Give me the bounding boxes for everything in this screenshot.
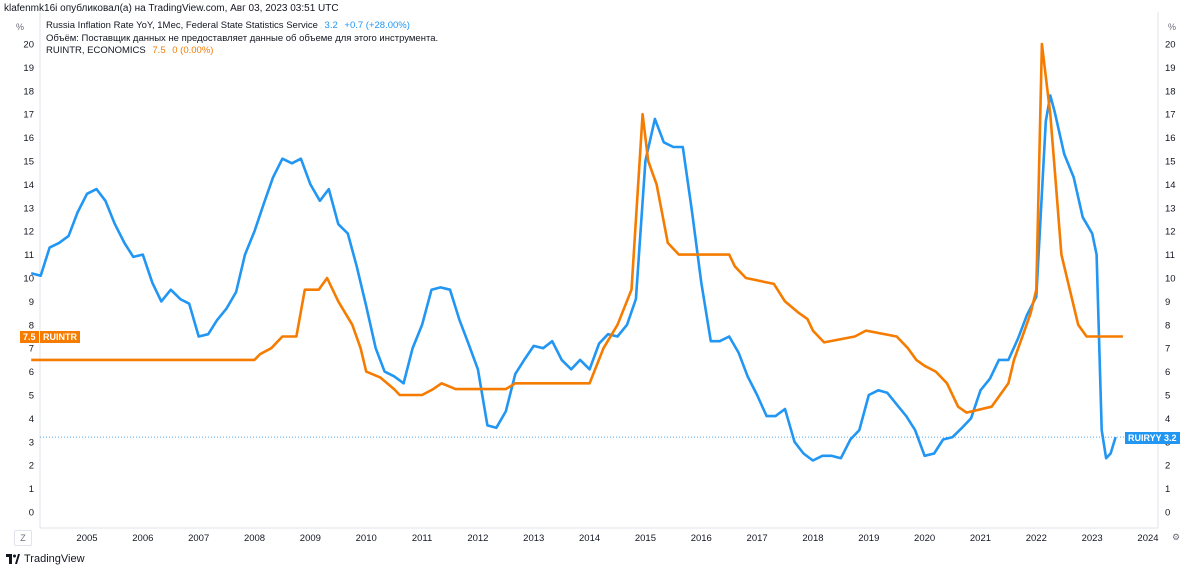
x-tick-label: 2013 [523, 533, 544, 544]
y-tick-right: 8 [1165, 320, 1170, 331]
ruintr-badge-label: RUINTR [43, 332, 77, 342]
y-tick-left: 2 [29, 461, 34, 472]
y-tick-left: 15 [23, 157, 34, 168]
ruiryy-badge-label: RUIRYY [1128, 433, 1162, 443]
legend-volume-note: Объём: Поставщик данных не предоставляет… [46, 33, 442, 44]
y-tick-right: 1 [1165, 484, 1170, 495]
y-tick-left: 17 [23, 110, 34, 121]
zoom-button[interactable]: Z [14, 530, 32, 546]
y-tick-right: 0 [1165, 508, 1170, 519]
y-tick-right: 15 [1165, 157, 1176, 168]
y-tick-left: 13 [23, 203, 34, 214]
y-tick-left: 8 [29, 320, 34, 331]
x-tick-label: 2012 [467, 533, 488, 544]
y-tick-left: 7 [29, 344, 34, 355]
y-tick-right: 10 [1165, 274, 1176, 285]
y-tick-right: 9 [1165, 297, 1170, 308]
y-tick-left: 0 [29, 508, 34, 519]
y-tick-right: 11 [1165, 250, 1175, 261]
legend-inflation-title: Russia Inflation Rate YoY, 1Мес, Federal… [46, 20, 318, 31]
y-tick-left: 20 [23, 40, 34, 51]
x-tick-label: 2010 [356, 533, 377, 544]
series-line-ruiryy[interactable] [30, 94, 1117, 462]
x-tick-label: 2018 [802, 533, 823, 544]
ruintr-badge-value: 7.5 [23, 332, 36, 342]
x-tick-label: 2014 [579, 533, 600, 544]
legend-inflation-change: +0.7 (+28.00%) [344, 20, 410, 31]
legend-rate[interactable]: RUINTR, ECONOMICS 7.5 0 (0.00%) [46, 45, 217, 56]
settings-gear-icon[interactable]: ⚙ [1171, 532, 1181, 542]
y-tick-right: 17 [1165, 110, 1176, 121]
y-tick-right: 4 [1165, 414, 1170, 425]
y-tick-right: 6 [1165, 367, 1170, 378]
y-tick-left: 19 [23, 63, 34, 74]
x-tick-label: 2006 [132, 533, 153, 544]
y-tick-right: 13 [1165, 203, 1176, 214]
y-tick-right: 5 [1165, 391, 1170, 402]
footer-brand-text: TradingView [24, 553, 85, 565]
ruintr-label-badge: RUINTR [40, 331, 80, 343]
y-tick-left: 14 [23, 180, 34, 191]
legend-inflation-value: 3.2 [324, 20, 338, 31]
x-tick-label: 2020 [914, 533, 935, 544]
x-tick-label: 2011 [412, 533, 432, 544]
x-tick-label: 2023 [1082, 533, 1103, 544]
volume-note-text: Объём: Поставщик данных не предоставляет… [46, 33, 439, 44]
y-tick-left: 5 [29, 391, 34, 402]
x-tick-label: 2019 [858, 533, 879, 544]
ruintr-price-badge: 7.5 [20, 331, 39, 343]
legend-rate-value: 7.5 [152, 45, 166, 56]
legend-rate-title: RUINTR, ECONOMICS [46, 45, 146, 56]
right-axis-unit: % [1167, 22, 1176, 32]
x-tick-label: 2015 [635, 533, 656, 544]
x-tick-label: 2009 [300, 533, 321, 544]
legend-rate-change: 0 (0.00%) [172, 45, 214, 56]
ruiryy-price-badge: 3.2 [1161, 432, 1180, 444]
x-tick-label: 2008 [244, 533, 265, 544]
series-line-ruintr[interactable] [31, 42, 1123, 414]
x-tick-label: 2022 [1026, 533, 1047, 544]
x-tick-label: 2007 [188, 533, 209, 544]
y-tick-left: 12 [23, 227, 34, 238]
y-tick-left: 6 [29, 367, 34, 378]
legend-inflation[interactable]: Russia Inflation Rate YoY, 1Мес, Federal… [46, 20, 414, 31]
y-tick-right: 7 [1165, 344, 1170, 355]
footer-branding[interactable]: TradingView [6, 553, 85, 565]
y-tick-right: 12 [1165, 227, 1176, 238]
x-tick-label: 2021 [970, 533, 991, 544]
y-tick-right: 18 [1165, 86, 1176, 97]
publish-info: klafenmk16i опубликовал(а) на TradingVie… [4, 3, 339, 14]
ruiryy-badge-value: 3.2 [1164, 433, 1177, 443]
x-tick-label: 2016 [691, 533, 712, 544]
y-tick-left: 16 [23, 133, 34, 144]
left-axis-unit: % [15, 22, 24, 32]
tradingview-logo-icon [6, 554, 20, 564]
y-tick-left: 10 [23, 274, 34, 285]
x-tick-label: 2005 [76, 533, 97, 544]
y-tick-left: 18 [23, 86, 34, 97]
y-tick-right: 14 [1165, 180, 1176, 191]
y-tick-right: 2 [1165, 461, 1170, 472]
y-tick-left: 4 [29, 414, 34, 425]
y-tick-right: 20 [1165, 40, 1176, 51]
y-tick-right: 16 [1165, 133, 1176, 144]
x-tick-label: 2017 [747, 533, 768, 544]
y-tick-left: 1 [29, 484, 34, 495]
y-tick-right: 19 [1165, 63, 1176, 74]
x-tick-label: 2024 [1137, 533, 1158, 544]
y-tick-left: 3 [29, 437, 34, 448]
y-tick-left: 11 [24, 250, 34, 261]
y-tick-left: 9 [29, 297, 34, 308]
ruiryy-label-badge: RUIRYY [1125, 432, 1165, 444]
